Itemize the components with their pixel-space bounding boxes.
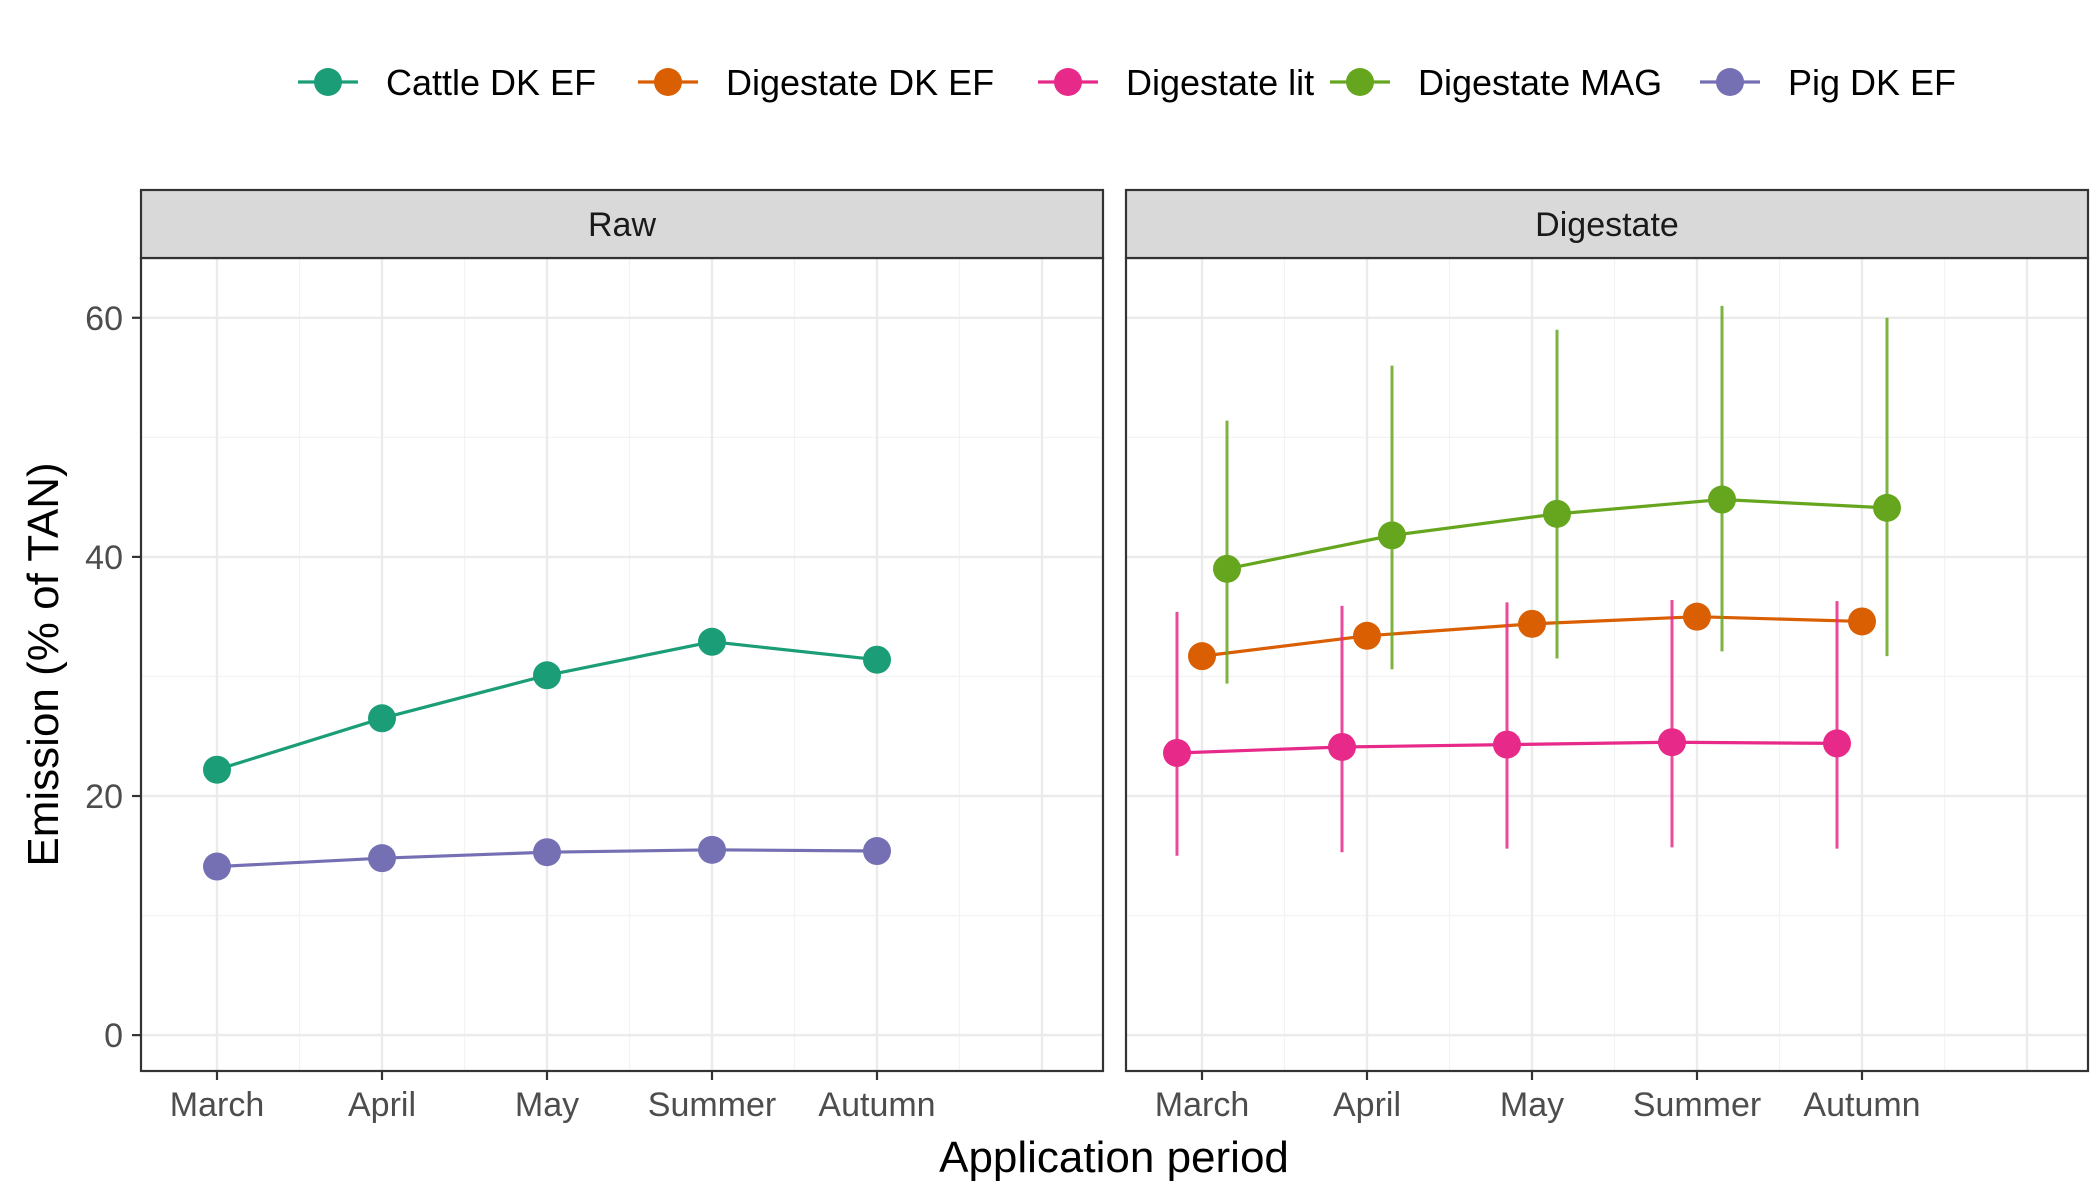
panel-background xyxy=(1126,258,2088,1071)
y-axis-title: Emission (% of TAN) xyxy=(19,462,68,866)
x-tick-label: April xyxy=(1333,1086,1401,1124)
data-point xyxy=(1873,493,1901,522)
series-pig-dk-ef xyxy=(203,835,891,881)
legend-label: Digestate DK EF xyxy=(726,62,994,103)
y-tick-label: 20 xyxy=(85,778,123,816)
strip xyxy=(1124,188,2090,260)
data-point xyxy=(863,645,891,674)
y-tick-label: 40 xyxy=(85,539,123,577)
data-point xyxy=(203,755,231,784)
data-point xyxy=(533,661,561,690)
series-digestate-dk-ef xyxy=(1188,602,1876,671)
data-point xyxy=(368,704,396,733)
strip-label: Raw xyxy=(588,206,656,244)
x-tick-label: Summer xyxy=(648,1086,776,1124)
x-tick-label: Autumn xyxy=(818,1086,935,1124)
data-point xyxy=(1493,730,1521,759)
y-tick-label: 60 xyxy=(85,300,123,338)
data-point xyxy=(1353,621,1381,650)
series-cattle-dk-ef xyxy=(203,627,891,784)
legend-label: Digestate MAG xyxy=(1418,62,1662,103)
legend-item-cattle-dk-ef: Cattle DK EF xyxy=(298,62,596,103)
x-tick-label: March xyxy=(170,1086,264,1124)
strip xyxy=(139,188,1105,260)
series-digestate-mag xyxy=(1213,305,1901,684)
legend-item-digestate-dk-ef: Digestate DK EF xyxy=(638,62,994,103)
legend-item-digestate-lit: Digestate lit xyxy=(1038,62,1314,103)
x-tick-label: Summer xyxy=(1633,1086,1761,1124)
data-point xyxy=(1543,499,1571,528)
data-point xyxy=(1708,485,1736,514)
legend-key-point xyxy=(314,68,342,96)
series-digestate-lit xyxy=(1163,599,1851,856)
data-point xyxy=(203,852,231,881)
data-point xyxy=(1163,738,1191,767)
panel-digestate: Digestate March April May Summer Autumn xyxy=(1124,188,2090,1124)
panel-raw: Raw March April May Summer Autumn 0 20 40 60 xyxy=(85,188,1105,1124)
data-point xyxy=(368,844,396,873)
y-tick-label: 0 xyxy=(104,1017,123,1055)
x-tick-label: April xyxy=(348,1086,416,1124)
data-point xyxy=(1518,609,1546,638)
strip-label: Digestate xyxy=(1535,206,1679,244)
x-tick-label: March xyxy=(1155,1086,1249,1124)
x-tick-label: May xyxy=(1500,1086,1564,1124)
data-point xyxy=(1213,554,1241,583)
data-point xyxy=(1683,602,1711,631)
x-tick-label: Autumn xyxy=(1803,1086,1920,1124)
x-axis-title: Application period xyxy=(939,1133,1289,1182)
data-point xyxy=(1658,728,1686,757)
x-tick-label: May xyxy=(515,1086,579,1124)
legend-item-pig-dk-ef: Pig DK EF xyxy=(1700,62,1956,103)
legend-label: Digestate lit xyxy=(1126,62,1314,103)
legend-key-point xyxy=(1054,68,1082,96)
data-point xyxy=(1378,521,1406,550)
data-point xyxy=(1328,732,1356,761)
panels: Raw March April May Summer Autumn 0 20 40 60 Diges… xyxy=(85,188,2090,1124)
data-point xyxy=(698,835,726,864)
legend-key-point xyxy=(1716,68,1744,96)
legend: Cattle DK EF Digestate DK EF Digestate lit… xyxy=(298,62,1956,103)
data-point xyxy=(1823,729,1851,758)
data-point xyxy=(1848,607,1876,636)
data-point xyxy=(1188,642,1216,671)
legend-key-point xyxy=(654,68,682,96)
data-point xyxy=(863,837,891,866)
legend-item-digestate-mag: Digestate MAG xyxy=(1330,62,1662,103)
legend-key-point xyxy=(1346,68,1374,96)
legend-label: Pig DK EF xyxy=(1788,62,1956,103)
legend-label: Cattle DK EF xyxy=(386,62,596,103)
panel-background xyxy=(141,258,1103,1071)
data-point xyxy=(533,838,561,867)
data-point xyxy=(698,627,726,656)
